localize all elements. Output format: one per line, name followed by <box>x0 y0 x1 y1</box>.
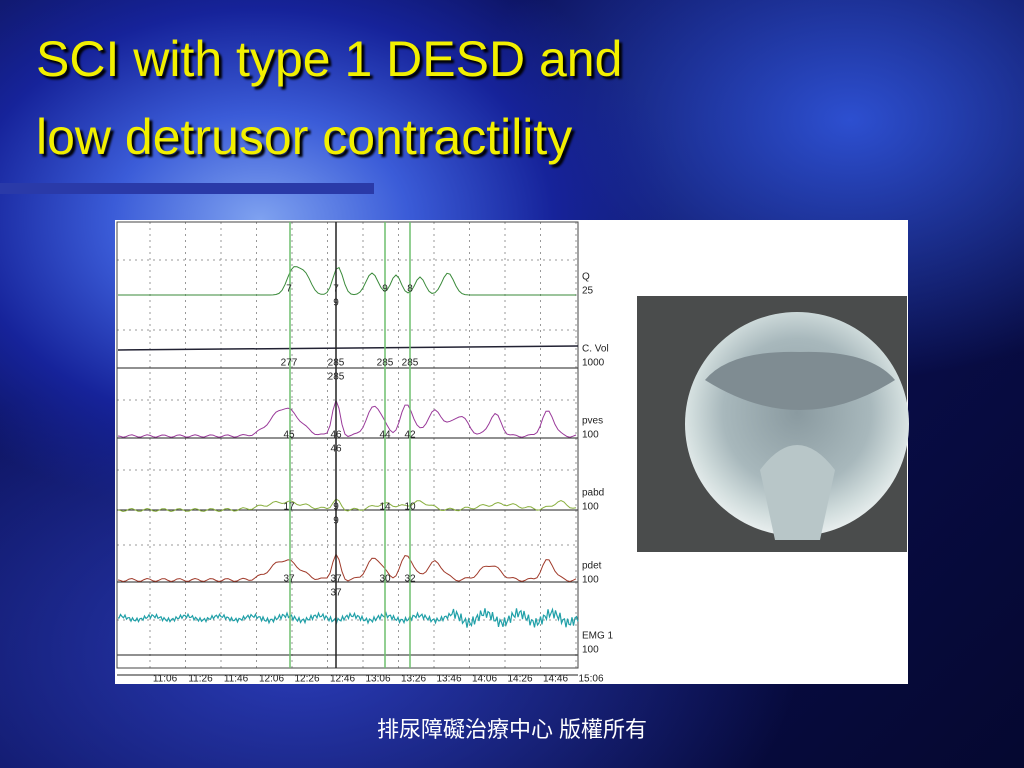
trace-mark: 44 <box>379 430 391 441</box>
channel-name: C. Vol <box>582 344 609 355</box>
channel-scale: 100 <box>582 645 599 656</box>
time-label: 12:06 <box>259 674 284 685</box>
pdet-trace <box>117 553 577 583</box>
pabd-trace <box>117 498 577 513</box>
trace-mark: 10 <box>404 502 416 513</box>
trace-mark: 277 <box>281 358 298 369</box>
trace-mark: 46 <box>330 444 342 455</box>
channel-scale: 100 <box>582 430 599 441</box>
plot-frame <box>116 221 579 669</box>
trace-mark: 37 <box>330 588 342 599</box>
title-underline <box>0 183 374 194</box>
trace-mark: 45 <box>283 430 295 441</box>
time-label: 15:06 <box>578 674 603 685</box>
urethra-shadow <box>760 445 835 540</box>
time-label: 14:26 <box>507 674 532 685</box>
trace-mark: 9 <box>333 516 339 527</box>
trace-mark: 17 <box>283 502 295 513</box>
trace-mark: 46 <box>330 430 342 441</box>
footer: 排尿障礙治療中心 版權所有 <box>376 717 648 742</box>
trace-mark: 32 <box>404 574 416 585</box>
time-label: 13:06 <box>365 674 390 685</box>
trace-mark: 9 <box>333 502 339 513</box>
title-line: low detrusor contractility <box>36 109 573 165</box>
channel-scale: 100 <box>582 575 599 586</box>
channel-scale: 1000 <box>582 358 605 369</box>
time-label: 11:06 <box>153 674 178 685</box>
time-label: 13:46 <box>436 674 461 685</box>
emg-trace <box>118 607 579 628</box>
channel-name: pdet <box>582 561 602 572</box>
title-line: SCI with type 1 DESD and <box>36 31 623 87</box>
trace-mark: 37 <box>330 574 342 585</box>
channel-name: Q <box>582 272 590 283</box>
trace-mark: 9 <box>382 284 388 295</box>
time-label: 12:46 <box>330 674 355 685</box>
pves-trace <box>117 398 577 438</box>
time-label: 14:46 <box>543 674 568 685</box>
trace-mark: 7 <box>333 284 339 295</box>
channel-name: EMG 1 <box>582 631 614 642</box>
trace-mark: 285 <box>377 358 394 369</box>
trace-mark: 285 <box>328 372 345 383</box>
channel-scale: 100 <box>582 502 599 513</box>
trace-mark: 285 <box>328 358 345 369</box>
trace-mark: 14 <box>379 502 391 513</box>
trace-mark: 37 <box>283 574 295 585</box>
q-trace <box>118 266 576 296</box>
trace-mark: 42 <box>404 430 416 441</box>
trace-mark: 8 <box>407 284 413 295</box>
time-label: 11:26 <box>188 674 213 685</box>
time-label: 13:26 <box>401 674 426 685</box>
time-label: 12:26 <box>294 674 319 685</box>
channel-scale: 25 <box>582 286 594 297</box>
trace-mark: 7 <box>286 284 292 295</box>
trace-mark: 30 <box>379 574 391 585</box>
trace-mark: 285 <box>402 358 419 369</box>
trace-mark: 9 <box>333 298 339 309</box>
channel-name: pabd <box>582 488 604 499</box>
cvol-trace <box>117 345 579 351</box>
bladder-shadow <box>705 351 895 410</box>
time-label: 14:06 <box>472 674 497 685</box>
channel-name: pves <box>582 416 603 427</box>
time-label: 11:46 <box>224 674 249 685</box>
